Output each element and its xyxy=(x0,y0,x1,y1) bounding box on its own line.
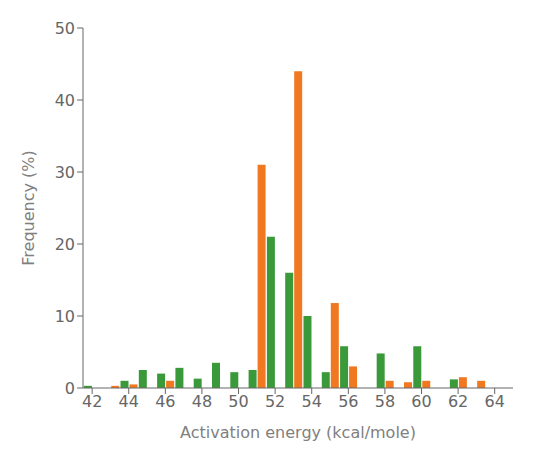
svg-text:54: 54 xyxy=(302,392,322,411)
svg-text:60: 60 xyxy=(411,392,431,411)
svg-text:20: 20 xyxy=(55,235,75,254)
svg-text:44: 44 xyxy=(119,392,139,411)
svg-text:64: 64 xyxy=(485,392,505,411)
svg-text:30: 30 xyxy=(55,163,75,182)
svg-text:50: 50 xyxy=(228,392,248,411)
svg-text:Frequency (%): Frequency (%) xyxy=(19,150,38,265)
svg-text:48: 48 xyxy=(192,392,212,411)
svg-text:56: 56 xyxy=(338,392,358,411)
svg-text:42: 42 xyxy=(82,392,102,411)
svg-text:58: 58 xyxy=(375,392,395,411)
svg-text:62: 62 xyxy=(448,392,468,411)
svg-text:52: 52 xyxy=(265,392,285,411)
svg-text:46: 46 xyxy=(155,392,175,411)
svg-text:Activation energy (kcal/mole): Activation energy (kcal/mole) xyxy=(180,423,416,442)
svg-text:40: 40 xyxy=(55,91,75,110)
svg-text:50: 50 xyxy=(55,19,75,38)
svg-text:10: 10 xyxy=(55,307,75,326)
svg-text:0: 0 xyxy=(65,379,75,398)
